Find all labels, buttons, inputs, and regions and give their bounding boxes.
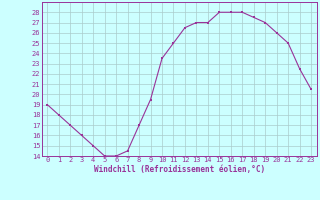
- X-axis label: Windchill (Refroidissement éolien,°C): Windchill (Refroidissement éolien,°C): [94, 165, 265, 174]
